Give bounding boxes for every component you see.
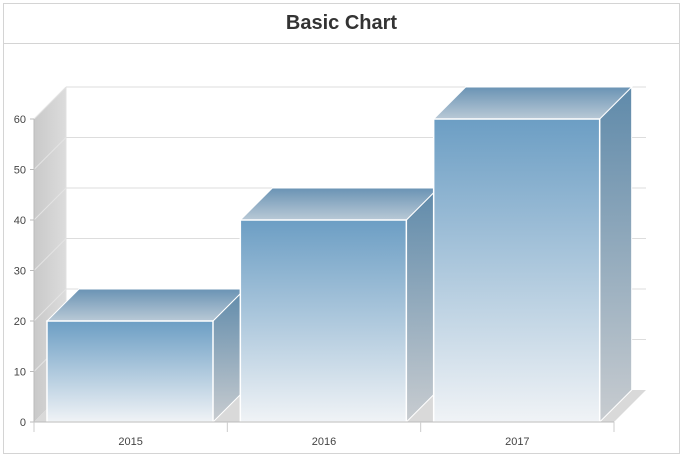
chart-header: Basic Chart — [4, 4, 679, 44]
y-tick-label: 20 — [14, 316, 26, 328]
x-tick-label: 2016 — [312, 436, 336, 448]
y-tick-label: 10 — [14, 367, 26, 379]
y-tick-label: 60 — [14, 114, 26, 126]
y-tick-label: 50 — [14, 165, 26, 177]
bar-top — [45, 288, 247, 322]
x-tick-label: 2017 — [505, 436, 529, 448]
x-tick-label: 2015 — [118, 436, 142, 448]
bar-series — [45, 85, 633, 424]
y-tick-label: 40 — [14, 215, 26, 227]
bar-front — [239, 219, 408, 423]
bar — [239, 186, 440, 424]
bar-front — [432, 118, 601, 423]
y-tick-label: 30 — [14, 266, 26, 278]
wall-gridline — [33, 187, 67, 221]
y-tick-label: 0 — [20, 417, 26, 429]
bar-side — [599, 85, 633, 424]
wall-gridline — [33, 288, 67, 322]
bar-front — [46, 320, 214, 423]
bar-top — [432, 86, 633, 120]
bar-top — [239, 187, 440, 221]
wall-gridline — [33, 86, 67, 120]
axes: 0 10 20 30 40 50 60 2015 2016 2017 — [14, 114, 615, 448]
chart-title: Basic Chart — [285, 12, 398, 34]
wall-gridline — [33, 137, 67, 170]
bar — [45, 287, 247, 424]
wall-gridline — [33, 238, 67, 271]
bar — [432, 85, 633, 424]
